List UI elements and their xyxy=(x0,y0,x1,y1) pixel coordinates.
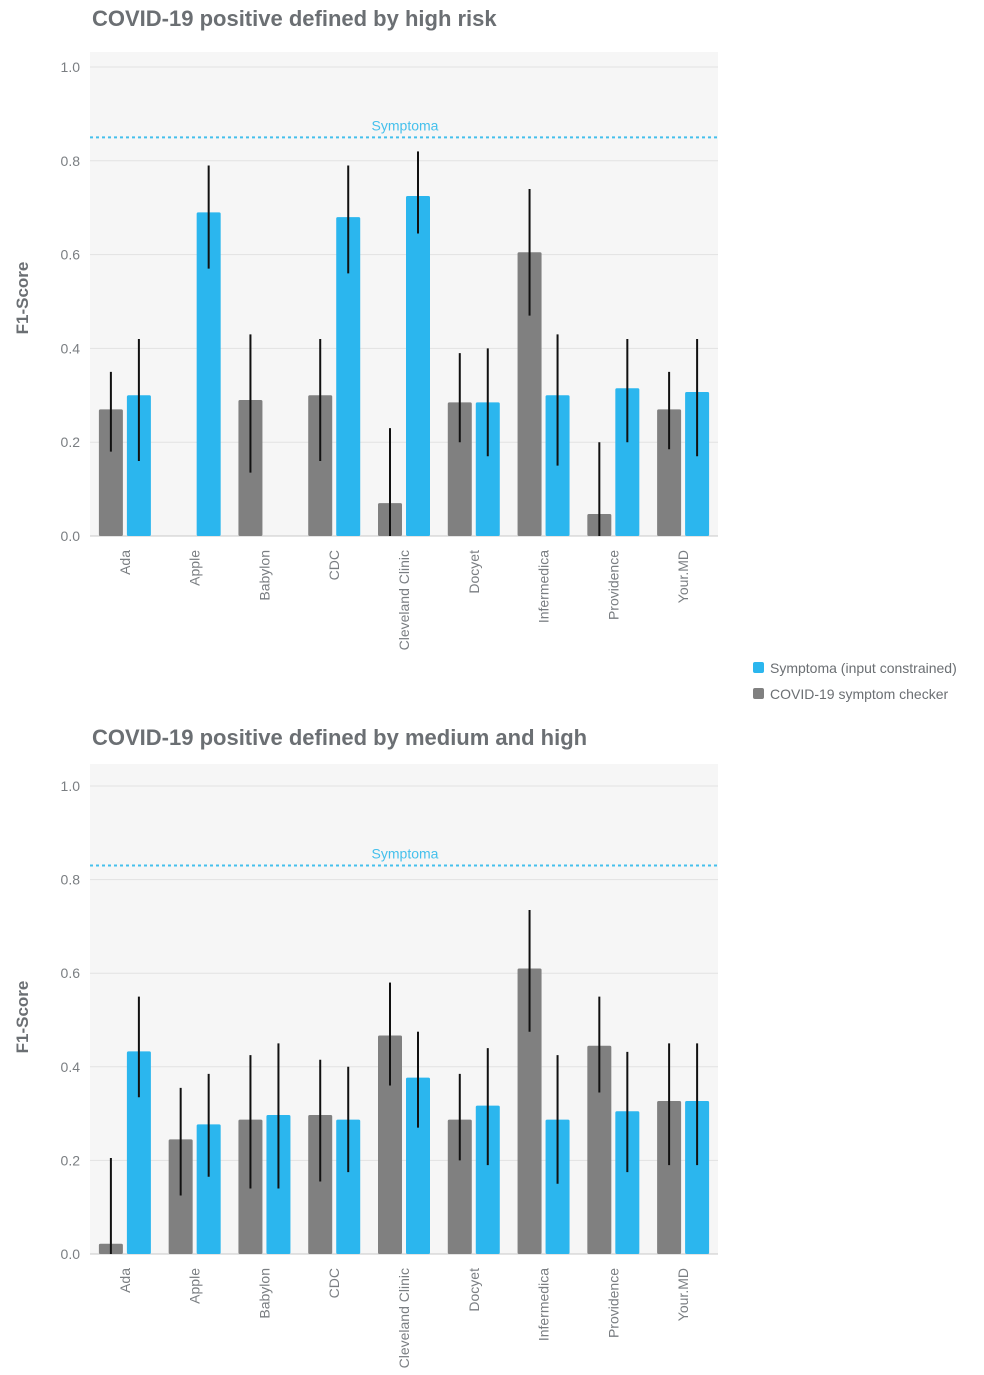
reference-label: Symptoma xyxy=(372,117,439,133)
x-tick-label: Cleveland Clinic xyxy=(396,1268,412,1368)
x-tick-label: Infermedica xyxy=(536,550,552,623)
x-tick-label: Cleveland Clinic xyxy=(396,550,412,650)
bar xyxy=(447,1119,472,1254)
y-tick-label: 0.0 xyxy=(61,1246,81,1262)
bar xyxy=(406,1077,430,1254)
x-tick-label: Providence xyxy=(605,1268,621,1338)
x-tick-label: Babylon xyxy=(256,550,272,601)
chart-title: COVID-19 positive defined by high risk xyxy=(92,6,497,31)
bar xyxy=(168,1139,193,1254)
x-tick-label: Your.MD xyxy=(675,550,691,603)
chart-high-risk: COVID-19 positive defined by high risk 0.… xyxy=(13,6,718,650)
legend-label: Symptoma (input constrained) xyxy=(770,660,957,676)
x-tick-label: Docyet xyxy=(466,1268,482,1312)
bar xyxy=(308,1115,333,1254)
y-tick-label: 0.0 xyxy=(61,528,81,544)
x-tick-label: Your.MD xyxy=(675,1268,691,1321)
bar xyxy=(475,1105,500,1254)
y-tick-label: 0.6 xyxy=(61,965,81,981)
chart-title: COVID-19 positive defined by medium and … xyxy=(92,725,587,750)
x-tick-label: Docyet xyxy=(466,550,482,594)
bar xyxy=(657,409,682,536)
chart-medium-and-high: COVID-19 positive defined by medium and … xyxy=(13,725,718,1368)
y-tick-label: 0.2 xyxy=(61,434,81,450)
bar xyxy=(685,392,710,536)
legend-swatch xyxy=(753,662,764,673)
y-tick-label: 0.2 xyxy=(61,1152,81,1168)
legend-label: COVID-19 symptom checker xyxy=(770,686,948,702)
x-tick-label: Apple xyxy=(187,1268,203,1304)
plot-area xyxy=(90,52,718,536)
x-tick-label: CDC xyxy=(326,550,342,580)
x-tick-label: Ada xyxy=(117,550,133,575)
y-tick-label: 0.8 xyxy=(61,153,81,169)
bar xyxy=(615,1111,640,1254)
legend: Symptoma (input constrained) COVID-19 sym… xyxy=(753,660,957,702)
y-tick-label: 0.4 xyxy=(61,1059,81,1075)
bar xyxy=(447,402,472,536)
bar xyxy=(336,1119,361,1254)
bar xyxy=(657,1100,682,1254)
y-tick-label: 0.8 xyxy=(61,872,81,888)
bar xyxy=(587,1045,612,1254)
bar xyxy=(98,409,123,536)
legend-swatch xyxy=(753,688,764,699)
bar xyxy=(545,1119,570,1254)
bar xyxy=(308,395,333,536)
x-tick-label: Providence xyxy=(605,550,621,620)
x-tick-label: Babylon xyxy=(256,1268,272,1319)
bar xyxy=(336,217,361,536)
x-tick-label: Apple xyxy=(187,550,203,586)
y-axis-label: F1-Score xyxy=(13,262,32,335)
bar xyxy=(615,388,640,536)
plot-area xyxy=(90,764,718,1254)
bar xyxy=(406,195,430,536)
y-tick-label: 1.0 xyxy=(61,778,81,794)
x-tick-label: Ada xyxy=(117,1268,133,1293)
x-tick-label: Infermedica xyxy=(536,1268,552,1341)
bar xyxy=(196,1124,221,1254)
bar xyxy=(517,252,542,536)
bar xyxy=(685,1100,710,1254)
bar xyxy=(475,402,500,536)
bar xyxy=(517,968,542,1254)
x-tick-label: CDC xyxy=(326,1268,342,1298)
bar xyxy=(196,212,221,536)
bar xyxy=(126,395,151,536)
y-axis-label: F1-Score xyxy=(13,981,32,1054)
y-tick-label: 0.4 xyxy=(61,340,81,356)
y-tick-label: 0.6 xyxy=(61,247,81,263)
y-tick-label: 1.0 xyxy=(61,59,81,75)
bar xyxy=(378,1035,402,1254)
bar xyxy=(126,1051,151,1254)
reference-label: Symptoma xyxy=(372,846,439,862)
